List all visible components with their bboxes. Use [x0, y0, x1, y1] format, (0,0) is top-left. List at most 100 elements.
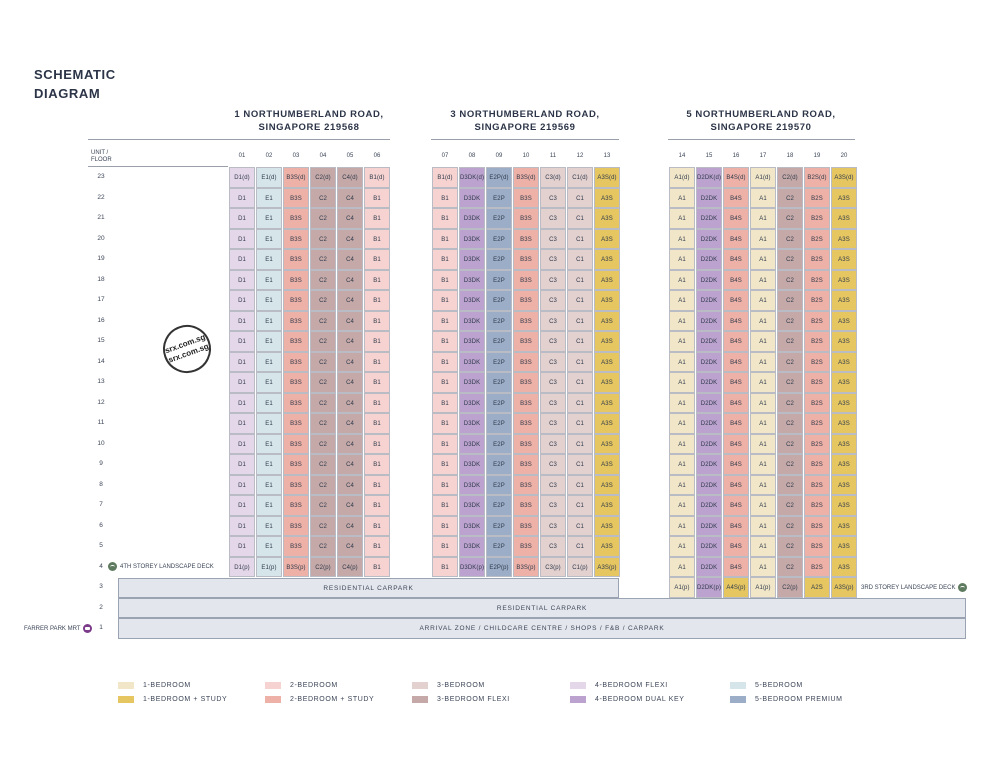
- unit-cell[interactable]: E2P(d): [486, 167, 512, 188]
- unit-cell[interactable]: E1: [256, 331, 282, 352]
- unit-cell[interactable]: C1: [567, 187, 593, 208]
- unit-cell[interactable]: C4: [337, 331, 363, 352]
- unit-cell[interactable]: A1: [669, 392, 695, 413]
- unit-cell[interactable]: B1: [364, 372, 390, 393]
- unit-cell[interactable]: E2P(p): [486, 556, 512, 577]
- unit-cell[interactable]: E2P: [486, 495, 512, 516]
- unit-cell[interactable]: E2P: [486, 187, 512, 208]
- unit-cell[interactable]: D2DK: [696, 187, 722, 208]
- unit-cell[interactable]: A3S: [831, 228, 857, 249]
- unit-cell[interactable]: A3S: [594, 433, 620, 454]
- unit-cell[interactable]: B4S: [723, 351, 749, 372]
- unit-cell[interactable]: A3S: [594, 515, 620, 536]
- unit-cell[interactable]: D1: [229, 249, 255, 270]
- unit-cell[interactable]: A1: [750, 474, 776, 495]
- unit-cell[interactable]: C2(d): [777, 167, 803, 188]
- unit-cell[interactable]: C3: [540, 249, 566, 270]
- unit-cell[interactable]: B3S: [513, 433, 539, 454]
- unit-cell[interactable]: A3S: [594, 208, 620, 229]
- unit-cell[interactable]: B3S: [283, 433, 309, 454]
- unit-cell[interactable]: D1: [229, 187, 255, 208]
- unit-cell[interactable]: C2: [310, 249, 336, 270]
- unit-cell[interactable]: A3S: [831, 208, 857, 229]
- unit-cell[interactable]: B1: [364, 392, 390, 413]
- unit-cell[interactable]: A3S: [831, 187, 857, 208]
- unit-cell[interactable]: B4S: [723, 413, 749, 434]
- unit-cell[interactable]: A1: [669, 290, 695, 311]
- unit-cell[interactable]: C2: [777, 495, 803, 516]
- unit-cell[interactable]: A1: [750, 454, 776, 475]
- unit-cell[interactable]: B2S(d): [804, 167, 830, 188]
- unit-cell[interactable]: B3S: [283, 515, 309, 536]
- unit-cell[interactable]: C2: [777, 187, 803, 208]
- unit-cell[interactable]: B3S(p): [513, 556, 539, 577]
- unit-cell[interactable]: B1: [364, 310, 390, 331]
- unit-cell[interactable]: C4: [337, 392, 363, 413]
- unit-cell[interactable]: B4S: [723, 556, 749, 577]
- unit-cell[interactable]: B3S: [513, 351, 539, 372]
- unit-cell[interactable]: B3S: [283, 269, 309, 290]
- unit-cell[interactable]: C4: [337, 515, 363, 536]
- unit-cell[interactable]: A1: [669, 208, 695, 229]
- unit-cell[interactable]: D2DK: [696, 556, 722, 577]
- unit-cell[interactable]: A3S: [831, 269, 857, 290]
- unit-cell[interactable]: D1(d): [229, 167, 255, 188]
- unit-cell[interactable]: E2P: [486, 290, 512, 311]
- unit-cell[interactable]: C3: [540, 413, 566, 434]
- unit-cell[interactable]: C3: [540, 269, 566, 290]
- unit-cell[interactable]: D2DK: [696, 249, 722, 270]
- unit-cell[interactable]: B3S: [513, 515, 539, 536]
- unit-cell[interactable]: D2DK: [696, 454, 722, 475]
- unit-cell[interactable]: A3S: [831, 474, 857, 495]
- unit-cell[interactable]: D1: [229, 372, 255, 393]
- unit-cell[interactable]: E2P: [486, 351, 512, 372]
- unit-cell[interactable]: C2: [310, 495, 336, 516]
- unit-cell[interactable]: B3S: [513, 413, 539, 434]
- unit-cell[interactable]: B2S: [804, 372, 830, 393]
- unit-cell[interactable]: B2S: [804, 269, 830, 290]
- unit-cell[interactable]: B3S: [283, 208, 309, 229]
- unit-cell[interactable]: D3DK: [459, 331, 485, 352]
- unit-cell[interactable]: C2: [310, 413, 336, 434]
- unit-cell[interactable]: D3DK: [459, 413, 485, 434]
- unit-cell[interactable]: C2: [777, 290, 803, 311]
- unit-cell[interactable]: A1: [750, 556, 776, 577]
- unit-cell[interactable]: E1: [256, 249, 282, 270]
- unit-cell[interactable]: C4: [337, 187, 363, 208]
- unit-cell[interactable]: C1: [567, 392, 593, 413]
- unit-cell[interactable]: B4S: [723, 372, 749, 393]
- unit-cell[interactable]: E2P: [486, 515, 512, 536]
- unit-cell[interactable]: C2: [310, 454, 336, 475]
- unit-cell[interactable]: C2: [777, 474, 803, 495]
- unit-cell[interactable]: D3DK: [459, 269, 485, 290]
- unit-cell[interactable]: B3S: [513, 331, 539, 352]
- unit-cell[interactable]: B1: [432, 208, 458, 229]
- unit-cell[interactable]: E1: [256, 474, 282, 495]
- unit-cell[interactable]: B3S: [513, 208, 539, 229]
- unit-cell[interactable]: C4: [337, 228, 363, 249]
- unit-cell[interactable]: E1: [256, 454, 282, 475]
- unit-cell[interactable]: B1: [364, 413, 390, 434]
- unit-cell[interactable]: C2: [777, 413, 803, 434]
- unit-cell[interactable]: B1: [432, 413, 458, 434]
- unit-cell[interactable]: D1(p): [229, 556, 255, 577]
- unit-cell[interactable]: A1(p): [669, 577, 695, 598]
- unit-cell[interactable]: B3S(d): [283, 167, 309, 188]
- unit-cell[interactable]: A1: [750, 413, 776, 434]
- unit-cell[interactable]: B1: [432, 474, 458, 495]
- unit-cell[interactable]: C3: [540, 331, 566, 352]
- unit-cell[interactable]: A1: [750, 228, 776, 249]
- unit-cell[interactable]: B1(d): [364, 167, 390, 188]
- unit-cell[interactable]: E1(p): [256, 556, 282, 577]
- unit-cell[interactable]: A1: [669, 433, 695, 454]
- unit-cell[interactable]: D2DK: [696, 290, 722, 311]
- unit-cell[interactable]: B3S: [513, 249, 539, 270]
- unit-cell[interactable]: E2P: [486, 392, 512, 413]
- unit-cell[interactable]: A3S: [594, 372, 620, 393]
- unit-cell[interactable]: B1: [364, 536, 390, 557]
- unit-cell[interactable]: A3S: [831, 290, 857, 311]
- unit-cell[interactable]: C2: [777, 310, 803, 331]
- unit-cell[interactable]: D3DK: [459, 187, 485, 208]
- unit-cell[interactable]: D2DK: [696, 392, 722, 413]
- unit-cell[interactable]: A3S: [594, 331, 620, 352]
